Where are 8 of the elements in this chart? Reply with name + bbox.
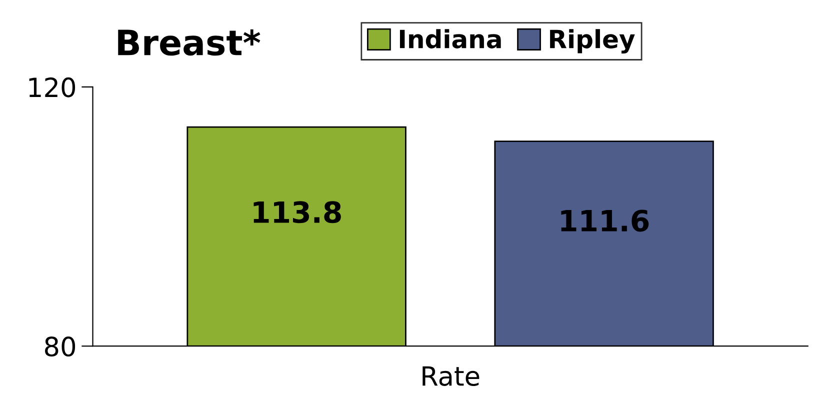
legend-label: Indiana xyxy=(400,29,501,48)
data-label: 113.8 xyxy=(254,201,341,224)
x-tick-label: Rate xyxy=(422,366,480,386)
y-tick-label: 80 xyxy=(45,336,76,357)
y-tick-label: 120 xyxy=(29,77,76,98)
data-label: 111.6 xyxy=(561,210,649,232)
chart-title: Breast* xyxy=(118,29,260,56)
legend-label: Ripley xyxy=(550,29,635,54)
